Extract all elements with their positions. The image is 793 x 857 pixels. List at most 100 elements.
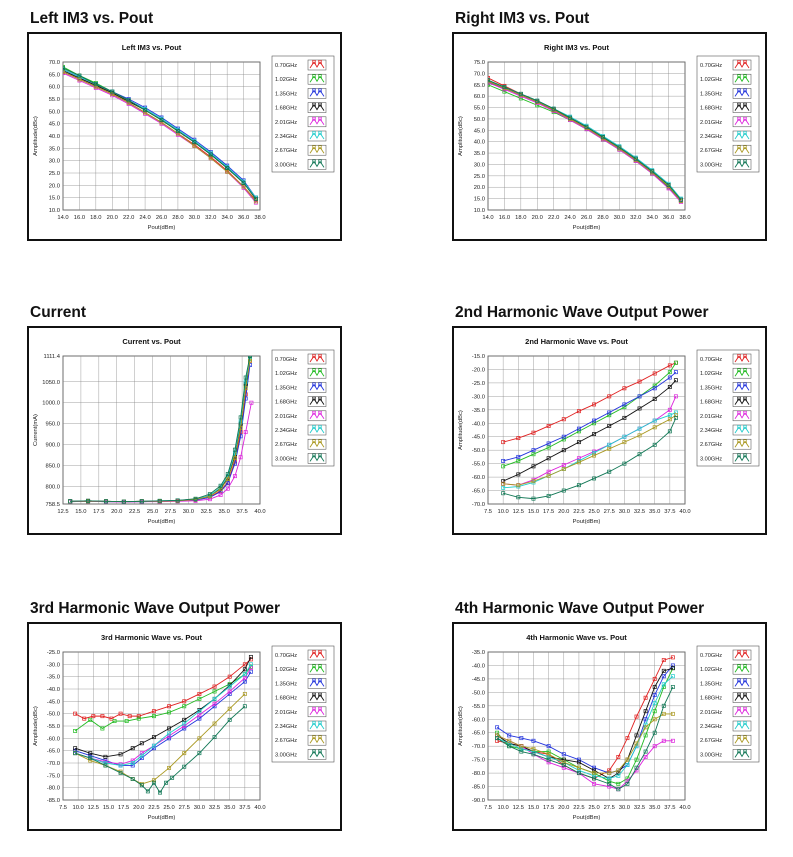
legend-line — [309, 397, 325, 405]
data-point — [667, 384, 672, 389]
x-tick-label: 40.0 — [679, 509, 690, 515]
chart-svg: 3rd Harmonic Wave vs. Pout 7.5 10.0 12.5 15.… — [33, 633, 335, 821]
x-tick-label: 15.0 — [75, 509, 86, 515]
y-tick-label: -35.0 — [472, 650, 485, 656]
data-point — [242, 667, 247, 672]
data-point — [531, 752, 536, 757]
data-point — [607, 781, 612, 786]
legend-marker — [318, 439, 322, 443]
legend-marker — [743, 60, 747, 64]
legend-label: 1.35GHz — [700, 91, 722, 97]
y-tick-label: 65.0 — [49, 72, 60, 78]
data-point — [238, 415, 243, 420]
data-point — [616, 781, 621, 786]
series-3-00ghz — [68, 356, 252, 504]
legend-item-2-67ghz: 2.67GHz — [700, 734, 752, 746]
legend-swatch — [307, 649, 327, 661]
legend-line — [734, 679, 750, 687]
data-point — [225, 472, 230, 476]
x-tick-label: 30.0 — [619, 805, 630, 811]
y-tick-label: -50.0 — [47, 712, 60, 718]
x-tick-label: 17.5 — [118, 805, 129, 811]
data-point — [622, 386, 627, 391]
legend-swatch — [732, 102, 752, 113]
y-axis-label: Amplitude(dBc) — [458, 410, 464, 450]
x-tick-label: 7.5 — [484, 805, 492, 811]
y-tick-label: 65.0 — [474, 83, 485, 89]
x-tick-label: 40.0 — [679, 805, 690, 811]
data-point — [126, 100, 131, 105]
data-point — [502, 85, 507, 89]
data-point — [495, 725, 500, 730]
x-tick-label: 25.0 — [163, 805, 174, 811]
y-tick-label: -80.0 — [47, 786, 60, 792]
legend-label: 2.34GHz — [700, 428, 722, 434]
legend-line — [734, 132, 750, 140]
data-point — [212, 689, 217, 694]
data-point — [130, 763, 135, 768]
data-point — [652, 386, 657, 391]
data-point — [130, 746, 135, 751]
data-point — [175, 131, 180, 136]
series-line — [503, 417, 677, 500]
legend-swatch — [307, 59, 327, 71]
legend-swatch — [307, 396, 327, 407]
data-point — [103, 761, 108, 765]
data-point — [546, 757, 551, 762]
legend-marker — [743, 396, 747, 401]
y-tick-label: -65.0 — [472, 731, 485, 737]
legend-marker — [737, 678, 741, 683]
chart-panel-4th-harmonic: 4th Harmonic Wave vs. Pout 7.5 10.0 12.5 15.… — [452, 622, 767, 831]
series-1-02ghz — [73, 664, 253, 733]
legend-item-2-34ghz: 2.34GHz — [275, 130, 327, 142]
series-line — [74, 667, 252, 765]
x-tick-label: 18.0 — [90, 215, 101, 221]
legend-marker — [737, 411, 741, 415]
legend-marker — [743, 678, 747, 683]
legend-label: 2.34GHz — [275, 134, 297, 140]
legend-swatch — [732, 663, 752, 675]
data-point — [103, 754, 108, 759]
series-line — [488, 82, 682, 203]
data-point — [673, 394, 678, 399]
legend-label: 1.35GHz — [700, 681, 722, 687]
y-tick-label: 950.0 — [45, 422, 60, 428]
legend-item-3-00ghz: 3.00GHz — [275, 749, 327, 760]
legend-swatch — [307, 410, 327, 422]
legend-line — [734, 722, 750, 730]
legend-label: 1.02GHz — [700, 371, 722, 377]
plot-area — [487, 651, 686, 801]
legend-swatch — [732, 130, 752, 142]
legend-marker — [318, 411, 322, 415]
legend-label: 2.67GHz — [700, 442, 722, 448]
data-point — [501, 464, 506, 469]
y-tick-label: -40.0 — [472, 663, 485, 669]
x-tick-label: 35.0 — [649, 805, 660, 811]
legend: 0.70GHz 1.02GHz 1.35GHz 1.68GHz 2.01GHz 2.34G… — [696, 349, 760, 467]
data-point — [495, 738, 500, 743]
legend-marker — [312, 117, 316, 121]
y-tick-label: -85.0 — [47, 798, 60, 804]
data-point — [607, 394, 612, 399]
legend-item-1-35ghz: 1.35GHz — [700, 678, 752, 689]
x-tick-label: 20.0 — [133, 805, 144, 811]
series-2-67ghz — [495, 711, 675, 776]
legend-marker — [312, 707, 316, 711]
legend-label: 1.68GHz — [700, 106, 722, 112]
legend-marker — [318, 721, 322, 725]
legend-marker — [743, 439, 747, 443]
data-point — [227, 674, 232, 679]
series-line — [503, 414, 677, 486]
legend-marker — [318, 117, 322, 121]
data-point — [182, 726, 187, 731]
legend-item-3-00ghz: 3.00GHz — [700, 159, 752, 170]
y-tick-label: -40.0 — [472, 421, 485, 427]
legend-swatch — [732, 692, 752, 703]
chart-title: Right IM3 vs. Pout — [544, 43, 610, 52]
data-point — [197, 709, 202, 714]
legend-marker — [312, 159, 316, 164]
data-point — [607, 442, 612, 447]
legend-marker — [312, 411, 316, 415]
y-tick-label: 10.0 — [474, 208, 485, 214]
legend-label: 1.68GHz — [700, 400, 722, 406]
